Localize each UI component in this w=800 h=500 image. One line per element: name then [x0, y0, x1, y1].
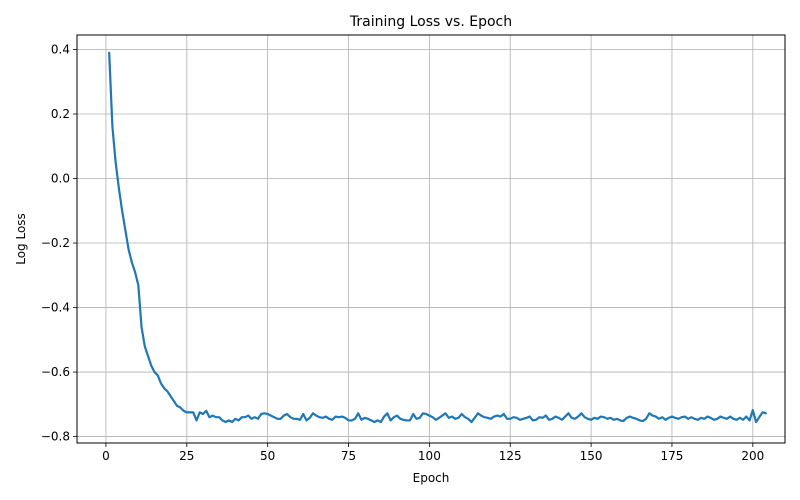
x-tick-label: 100 — [418, 449, 441, 463]
y-tick-label: −0.4 — [41, 301, 70, 315]
x-tick-label: 200 — [741, 449, 764, 463]
x-tick-label: 50 — [260, 449, 275, 463]
y-axis-label: Log Loss — [14, 213, 28, 265]
x-tick-label: 0 — [102, 449, 110, 463]
axes-frame — [76, 34, 786, 444]
chart-title: Training Loss vs. Epoch — [349, 14, 512, 30]
y-tick-label: −0.2 — [41, 236, 70, 250]
y-tick-label: 0.4 — [51, 43, 70, 57]
x-tick-label: 75 — [341, 449, 356, 463]
x-tick-label: 175 — [661, 449, 684, 463]
y-axis: −0.8 −0.6 −0.4 −0.2 0.0 0.2 0.4 — [41, 43, 77, 444]
x-tick-label: 25 — [179, 449, 194, 463]
y-tick-label: −0.8 — [41, 430, 70, 444]
x-tick-label: 150 — [580, 449, 603, 463]
y-tick-label: 0.2 — [51, 107, 70, 121]
x-tick-label: 125 — [499, 449, 522, 463]
y-tick-label: −0.6 — [41, 365, 70, 379]
loss-series-line — [108, 51, 767, 424]
x-axis-label: Epoch — [413, 471, 450, 485]
grid — [77, 35, 785, 443]
plot-area — [108, 51, 767, 424]
y-tick-label: 0.0 — [51, 172, 70, 186]
x-axis: 0 25 50 75 100 125 150 175 200 — [102, 443, 764, 463]
